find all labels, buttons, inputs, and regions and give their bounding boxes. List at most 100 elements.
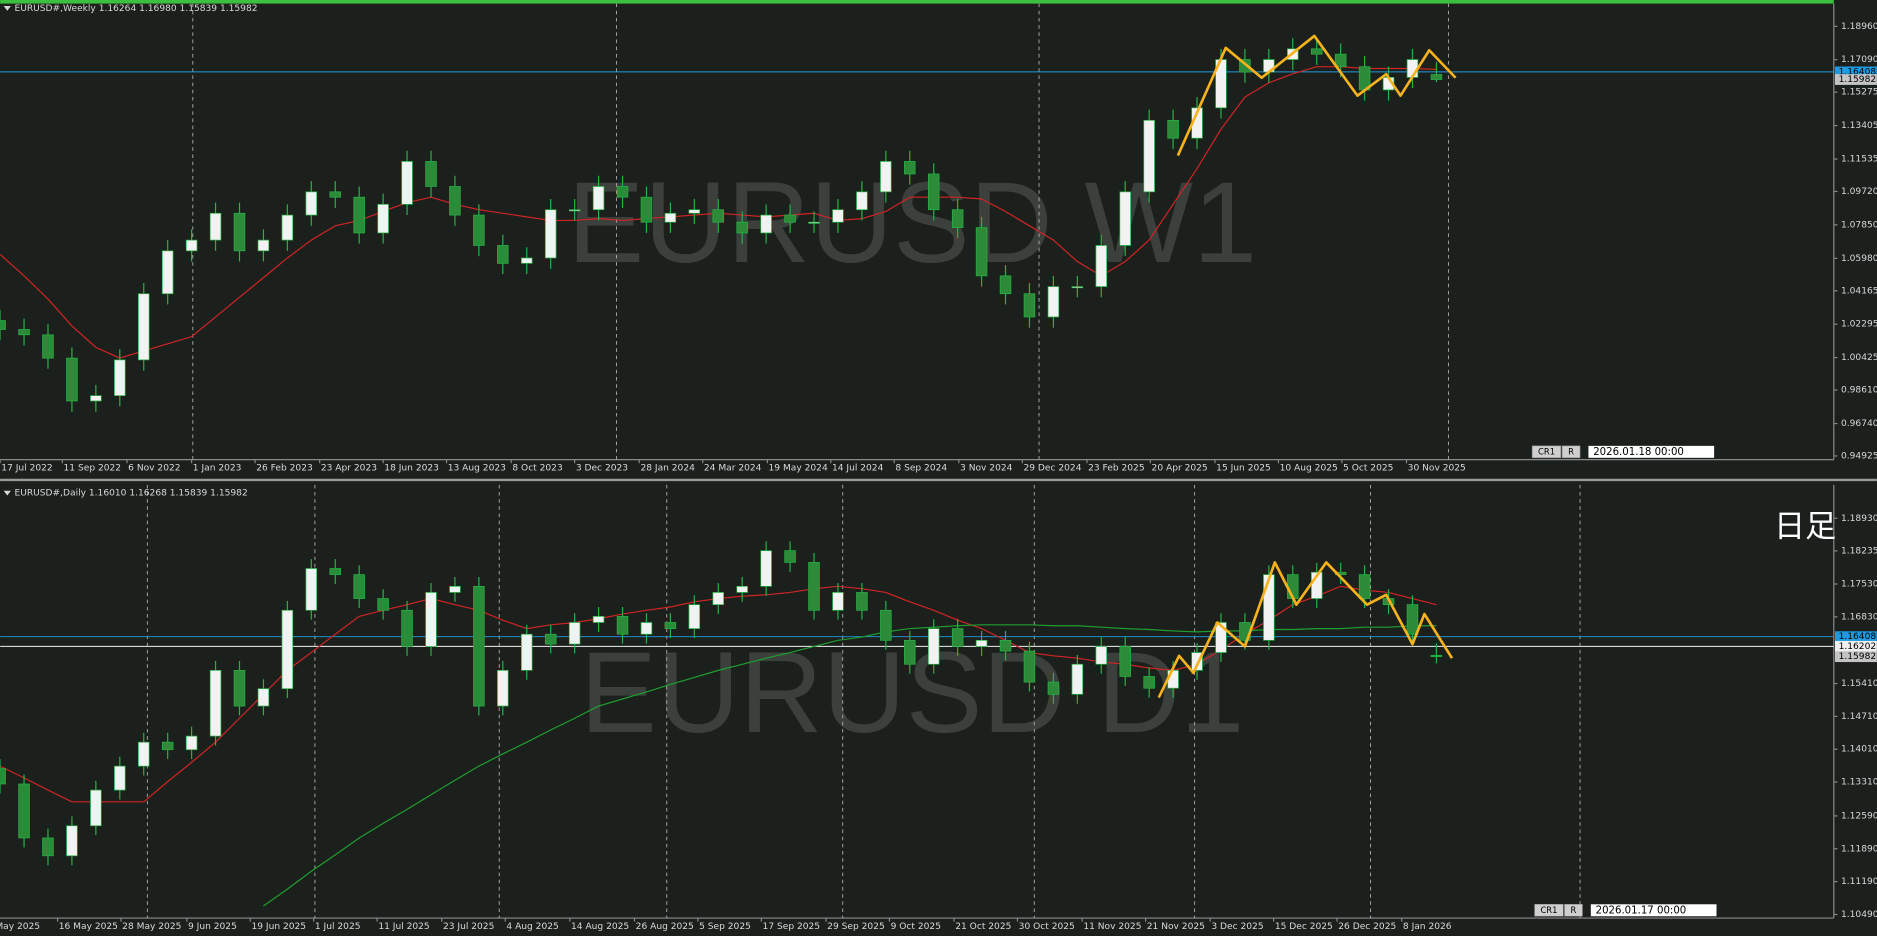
- x-tick-label: 9 Jun 2025: [188, 922, 237, 932]
- toolbar-button[interactable]: [1534, 903, 1564, 917]
- candle-body: [616, 186, 629, 198]
- active-frame: [0, 0, 1834, 4]
- candle-body: [257, 688, 270, 707]
- candle-body: [592, 616, 605, 623]
- x-tick-label: 29 Dec 2024: [1023, 464, 1081, 474]
- x-tick-label: 8 Jan 2026: [1403, 922, 1452, 932]
- toolbar-button-label: CR1: [1540, 905, 1557, 915]
- y-tick-label: 1.09720: [1841, 187, 1877, 197]
- candle-body: [90, 789, 102, 827]
- price-tag: [1835, 74, 1877, 85]
- candle-body: [1047, 286, 1060, 318]
- x-tick-label: 20 Apr 2025: [1152, 464, 1208, 474]
- x-tick-label: 24 Mar 2024: [704, 464, 762, 474]
- chart-header: EURUSD#,Daily 1.16010 1.16268 1.15839 1.…: [14, 489, 247, 499]
- x-tick-label: 5 Oct 2025: [1343, 464, 1393, 474]
- y-tick-label: 1.13310: [1841, 778, 1877, 788]
- candle-body: [42, 334, 54, 359]
- candle-body: [114, 765, 126, 791]
- y-tick-label: 1.12590: [1841, 811, 1877, 821]
- x-tick-label: 1 Jan 2023: [193, 464, 242, 474]
- candle-body: [688, 604, 701, 629]
- x-tick-label: 28 May 2025: [122, 922, 181, 932]
- candle-body: [544, 209, 557, 259]
- watermark: EURUSD W1: [567, 159, 1256, 287]
- candle-body: [592, 186, 605, 211]
- candle-body: [473, 585, 485, 707]
- candle-body: [688, 209, 701, 214]
- candle-body: [808, 221, 820, 224]
- zigzag: [1176, 34, 1457, 157]
- candle-body: [808, 562, 820, 611]
- plot-area: EURUSD D1: [0, 484, 1834, 919]
- y-tick-label: 1.15410: [1841, 679, 1877, 689]
- y-tick-label: 1.17090: [1841, 55, 1877, 65]
- candle-body: [1430, 654, 1443, 658]
- candle-body: [856, 592, 868, 611]
- candle-body: [544, 633, 557, 645]
- candle-body: [1310, 48, 1323, 55]
- y-tick-label: 1.02295: [1841, 320, 1877, 330]
- x-tick-label: 23 Apr 2023: [321, 464, 377, 474]
- candle-body: [401, 609, 413, 647]
- x-tick-label: 5 Sep 2025: [699, 922, 751, 932]
- y-tick-label: 1.14010: [1841, 745, 1877, 755]
- collapse-icon[interactable]: [3, 5, 11, 11]
- candle-body: [1430, 74, 1443, 80]
- candle-body: [497, 245, 509, 264]
- candle-body: [377, 598, 389, 611]
- x-tick-label: 3 Dec 2025: [1211, 922, 1263, 932]
- y-tick-label: 1.10490: [1841, 910, 1877, 920]
- x-tick-label: 18 Jun 2023: [384, 464, 439, 474]
- candle-body: [521, 257, 533, 264]
- x-tick-label: 19 Jun 2025: [251, 922, 306, 932]
- chart-header: EURUSD#,Weekly 1.16264 1.16980 1.15839 1…: [14, 4, 257, 14]
- candle-body: [1119, 646, 1131, 677]
- y-tick-label: 1.11190: [1841, 877, 1877, 887]
- x-tick-label: 30 Oct 2025: [1019, 922, 1075, 932]
- candle-body: [975, 639, 988, 647]
- candle-body: [1023, 293, 1036, 318]
- x-tick-label: 26 Aug 2025: [636, 922, 694, 932]
- x-tick-label: 3 Nov 2024: [960, 464, 1013, 474]
- candle-body: [760, 214, 772, 234]
- y-tick-label: 1.15275: [1841, 88, 1877, 98]
- candle-body: [0, 768, 6, 785]
- candle-body: [66, 825, 78, 857]
- candle-body: [377, 203, 389, 234]
- x-tick-label: 29 Sep 2025: [827, 922, 885, 932]
- price-tag-label: 1.15982: [1839, 652, 1877, 662]
- candle-body: [18, 783, 30, 839]
- price-tag: [1835, 651, 1877, 663]
- candle-body: [640, 196, 653, 223]
- candle-body: [1215, 622, 1227, 653]
- candle-body: [664, 622, 677, 629]
- plot-area: EURUSD W1: [0, 3, 1834, 460]
- y-tick-label: 0.96740: [1841, 419, 1877, 429]
- candle-body: [161, 250, 174, 295]
- toolbar-button[interactable]: [1561, 445, 1581, 459]
- candle-body: [616, 616, 629, 635]
- toolbar-button[interactable]: [1531, 445, 1562, 459]
- collapse-icon[interactable]: [3, 490, 11, 496]
- candle-body: [736, 221, 748, 234]
- y-tick-label: 1.11890: [1841, 844, 1877, 854]
- y-tick-label: 1.18960: [1841, 22, 1877, 32]
- toolbar-button[interactable]: [1564, 903, 1583, 917]
- candle-body: [1095, 646, 1108, 665]
- price-tag-label: 1.15982: [1839, 75, 1877, 85]
- candle-body: [425, 161, 437, 187]
- x-tick-label: 11 Nov 2025: [1083, 922, 1141, 932]
- x-tick-label: 8 Oct 2023: [512, 464, 563, 474]
- candle-body: [0, 320, 6, 330]
- time-box-label: 2026.01.18 00:00: [1593, 447, 1684, 458]
- candle-body: [1047, 681, 1060, 695]
- candle-body: [880, 609, 892, 641]
- zigzag: [1157, 561, 1454, 699]
- candle-body: [999, 639, 1012, 652]
- candle-body: [904, 639, 916, 665]
- y-tick-label: 0.98610: [1841, 386, 1877, 396]
- y-tick-label: 1.07850: [1841, 220, 1877, 230]
